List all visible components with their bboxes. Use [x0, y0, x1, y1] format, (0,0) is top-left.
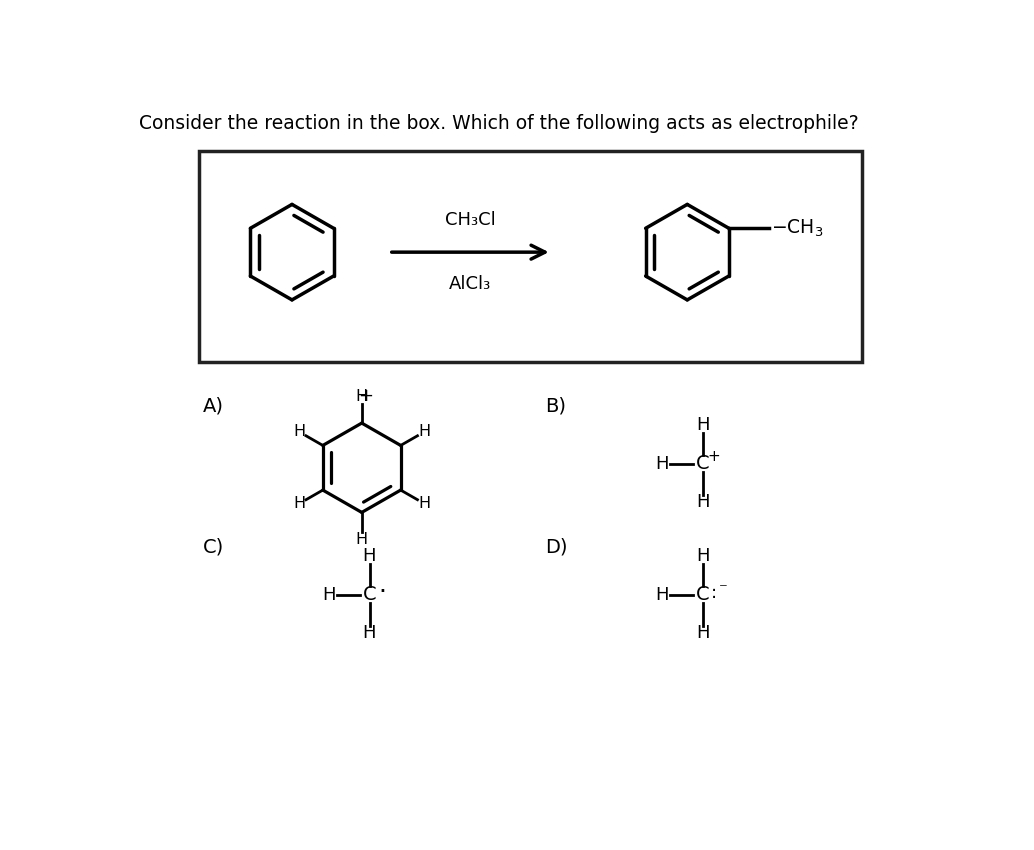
Text: C): C)	[203, 537, 224, 556]
Text: H: H	[696, 416, 709, 434]
Text: Consider the reaction in the box. Which of the following acts as electrophile?: Consider the reaction in the box. Which …	[139, 114, 858, 133]
Text: H: H	[356, 388, 368, 404]
Text: AlCl₃: AlCl₃	[449, 275, 491, 293]
Text: ⁻: ⁻	[719, 580, 727, 598]
Text: H: H	[696, 547, 709, 565]
Text: H: H	[418, 496, 430, 511]
Text: $\mathdefault{-CH_3}$: $\mathdefault{-CH_3}$	[770, 218, 823, 239]
Text: ·: ·	[377, 580, 386, 604]
Text: +: +	[707, 449, 720, 464]
Text: C: C	[696, 455, 709, 473]
Text: CH₃Cl: CH₃Cl	[445, 211, 495, 229]
Text: B): B)	[545, 396, 567, 415]
Text: H: H	[294, 496, 305, 511]
Text: H: H	[656, 455, 669, 473]
Text: H: H	[656, 586, 669, 604]
Text: H: H	[356, 532, 368, 547]
Bar	[199, 150, 861, 362]
Text: :: :	[711, 584, 718, 603]
Text: D): D)	[545, 537, 568, 556]
Text: +: +	[358, 387, 373, 405]
Text: H: H	[323, 586, 336, 604]
Text: H: H	[294, 424, 305, 439]
Text: C: C	[696, 586, 709, 604]
Text: H: H	[696, 493, 709, 512]
Text: H: H	[696, 624, 709, 643]
Text: A): A)	[203, 396, 224, 415]
Text: H: H	[418, 424, 430, 439]
Text: H: H	[363, 547, 376, 565]
Text: C: C	[363, 586, 376, 604]
Text: H: H	[363, 624, 376, 643]
